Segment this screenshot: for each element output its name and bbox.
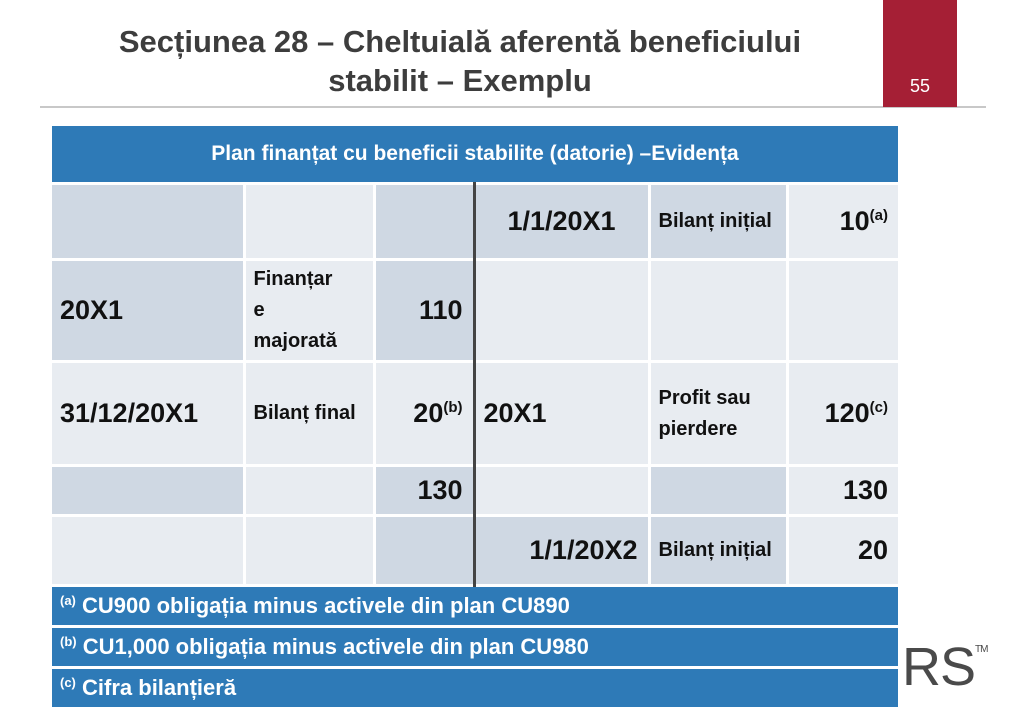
table-cell <box>244 182 376 260</box>
footnote-text: Cifra bilanțieră <box>82 675 237 700</box>
logo-trademark: TM <box>975 644 988 655</box>
table-row: 1/1/20X2 Bilanț inițial 20 <box>52 514 899 586</box>
footnote: (c) Cifra bilanțieră <box>52 666 899 707</box>
table-cell <box>474 464 651 516</box>
table-cell-year: 20X1 <box>52 258 246 362</box>
footnote-mark: (a) <box>60 593 76 608</box>
table-cell-label: Bilanț inițial <box>649 514 789 586</box>
table-row: 20X1 Finanțar e majorată 110 <box>52 258 899 362</box>
table-cell-total: 130 <box>787 464 899 516</box>
table-cell <box>244 464 376 516</box>
table-header: Plan finanțat cu beneficii stabilite (da… <box>52 126 899 184</box>
table-row: 1/1/20X1 Bilanț inițial 10(a) <box>52 182 899 260</box>
table-cell-label: Finanțar e majorată <box>244 258 376 362</box>
table-row: 31/12/20X1 Bilanț final 20(b) 20X1 Profi… <box>52 360 899 466</box>
label-line: e <box>253 299 265 321</box>
table-cell <box>474 258 651 362</box>
table-cell <box>374 514 476 586</box>
defined-benefit-table: Plan finanțat cu beneficii stabilite (da… <box>52 126 899 707</box>
logo-text: RS <box>902 637 976 697</box>
value-text: 20 <box>413 398 444 428</box>
table-cell-date: 31/12/20X1 <box>52 360 246 466</box>
page-number: 55 <box>909 76 931 96</box>
table-cell-year: 20X1 <box>474 360 651 466</box>
value-text: 10 <box>839 206 870 236</box>
note-mark: (a) <box>869 207 889 224</box>
footnote-row: (c) Cifra bilanțieră <box>52 666 899 707</box>
footnote-mark: (c) <box>60 675 76 690</box>
table-cell-label: Bilanț final <box>244 360 376 466</box>
table-cell <box>52 182 246 260</box>
table-cell-value: 110 <box>374 258 476 362</box>
table-cell-label: Bilanț inițial <box>649 182 789 260</box>
footnote-text: CU1,000 obligația minus activele din pla… <box>82 634 589 659</box>
label-line: Finanțar <box>253 268 333 290</box>
table-cell-value: 10(a) <box>787 182 899 260</box>
title-line-1: Secțiunea 28 – Cheltuială aferentă benef… <box>118 24 802 59</box>
table-cell-label: Profit sau pierdere <box>649 360 789 466</box>
table-cell-value: 20 <box>787 514 899 586</box>
logo: RSTM <box>902 636 989 698</box>
slide-title: Secțiunea 28 – Cheltuială aferentă benef… <box>40 22 880 100</box>
footnote-mark: (b) <box>60 634 77 649</box>
table-cell <box>374 182 476 260</box>
footnote: (a) CU900 obligația minus activele din p… <box>52 584 899 627</box>
table-cell <box>244 514 376 586</box>
table-cell <box>649 258 789 362</box>
table-cell <box>787 258 899 362</box>
title-line-2: stabilit – Exemplu <box>328 63 592 98</box>
label-line: majorată <box>253 330 337 352</box>
table-cell-date: 1/1/20X1 <box>474 182 651 260</box>
title-divider <box>40 106 986 108</box>
table-cell-date: 1/1/20X2 <box>474 514 651 586</box>
table-cell-total: 130 <box>374 464 476 516</box>
footnote: (b) CU1,000 obligația minus activele din… <box>52 625 899 668</box>
table-cell-value: 120(c) <box>787 360 899 466</box>
table-header-row: Plan finanțat cu beneficii stabilite (da… <box>52 126 899 184</box>
footnote-row: (a) CU900 obligația minus activele din p… <box>52 584 899 627</box>
table-cell <box>52 514 246 586</box>
table-cell-value: 20(b) <box>374 360 476 466</box>
note-mark: (b) <box>443 399 463 416</box>
footnote-text: CU900 obligația minus activele din plan … <box>82 593 570 618</box>
footnote-row: (b) CU1,000 obligația minus activele din… <box>52 625 899 668</box>
table-row-totals: 130 130 <box>52 464 899 516</box>
page-number-tab: 55 <box>883 0 957 107</box>
note-mark: (c) <box>869 399 889 416</box>
table-cell <box>52 464 246 516</box>
table-cell <box>649 464 789 516</box>
value-text: 120 <box>824 398 870 428</box>
